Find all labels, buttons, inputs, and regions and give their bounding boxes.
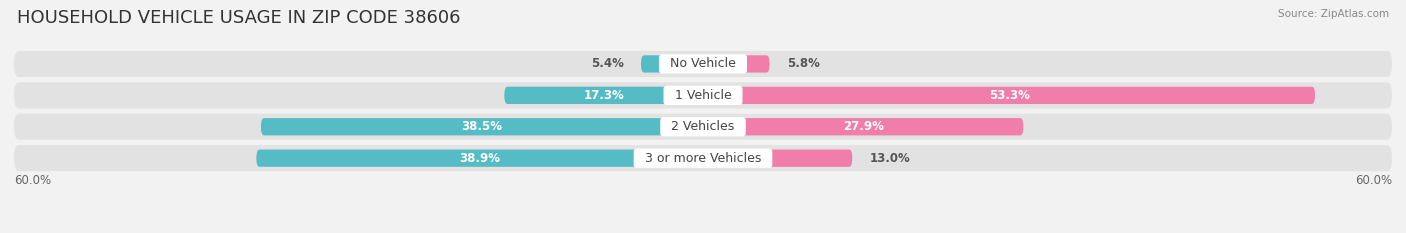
Text: 27.9%: 27.9% (842, 120, 883, 133)
FancyBboxPatch shape (703, 150, 852, 167)
FancyBboxPatch shape (505, 87, 703, 104)
FancyBboxPatch shape (14, 82, 1392, 108)
Text: 38.5%: 38.5% (461, 120, 502, 133)
Text: 60.0%: 60.0% (1355, 174, 1392, 187)
FancyBboxPatch shape (256, 150, 703, 167)
Text: 60.0%: 60.0% (14, 174, 51, 187)
Text: Source: ZipAtlas.com: Source: ZipAtlas.com (1278, 9, 1389, 19)
FancyBboxPatch shape (14, 114, 1392, 140)
Text: No Vehicle: No Vehicle (662, 57, 744, 70)
Text: 5.8%: 5.8% (787, 57, 820, 70)
Text: 13.0%: 13.0% (869, 152, 910, 165)
Text: 53.3%: 53.3% (988, 89, 1029, 102)
FancyBboxPatch shape (14, 145, 1392, 171)
Text: 1 Vehicle: 1 Vehicle (666, 89, 740, 102)
FancyBboxPatch shape (641, 55, 703, 72)
Text: HOUSEHOLD VEHICLE USAGE IN ZIP CODE 38606: HOUSEHOLD VEHICLE USAGE IN ZIP CODE 3860… (17, 9, 460, 27)
FancyBboxPatch shape (262, 118, 703, 135)
Text: 17.3%: 17.3% (583, 89, 624, 102)
Text: 2 Vehicles: 2 Vehicles (664, 120, 742, 133)
FancyBboxPatch shape (703, 87, 1315, 104)
FancyBboxPatch shape (703, 118, 1024, 135)
FancyBboxPatch shape (703, 55, 769, 72)
Text: 3 or more Vehicles: 3 or more Vehicles (637, 152, 769, 165)
Text: 5.4%: 5.4% (591, 57, 624, 70)
Text: 38.9%: 38.9% (460, 152, 501, 165)
FancyBboxPatch shape (14, 51, 1392, 77)
